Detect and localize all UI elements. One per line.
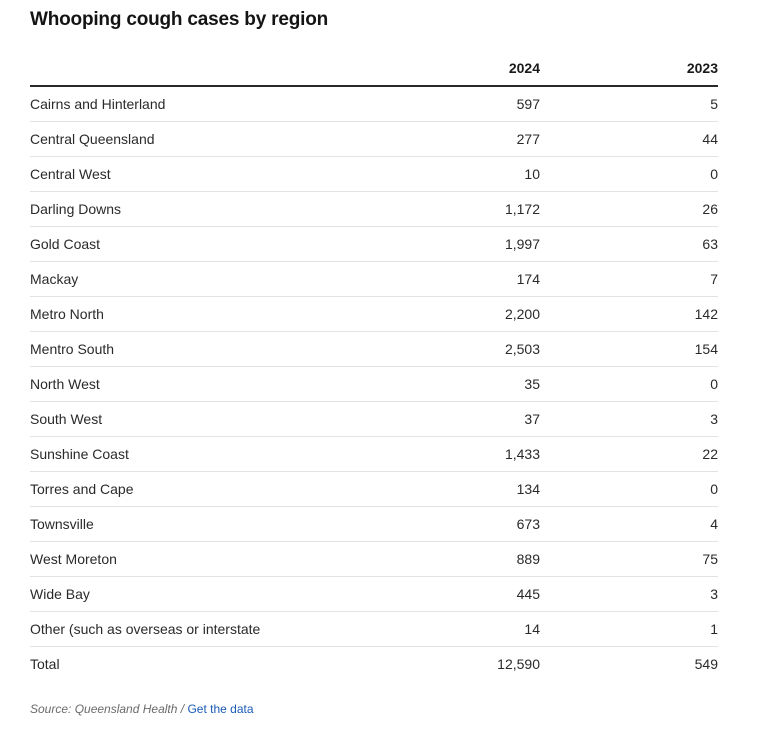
region-cell: Central Queensland <box>30 121 360 157</box>
value-2023-cell: 7 <box>540 261 718 297</box>
source-separator: / <box>177 702 188 716</box>
table-row: Darling Downs 1,172 26 <box>30 191 718 227</box>
get-the-data-link[interactable]: Get the data <box>187 702 254 716</box>
table-row: Townsville 673 4 <box>30 506 718 542</box>
table-row: Mackay 174 7 <box>30 261 718 297</box>
region-cell: Other (such as overseas or interstate <box>30 611 360 647</box>
table-row: Central Queensland 277 44 <box>30 121 718 157</box>
value-2024-cell: 277 <box>360 121 540 157</box>
value-2023-cell: 142 <box>540 296 718 332</box>
region-cell: Mackay <box>30 261 360 297</box>
value-2024-cell: 14 <box>360 611 540 647</box>
value-2024-cell: 174 <box>360 261 540 297</box>
value-2024-cell: 2,200 <box>360 296 540 332</box>
value-2024-cell: 10 <box>360 156 540 192</box>
value-2023-cell: 3 <box>540 576 718 612</box>
value-2023-cell: 4 <box>540 506 718 542</box>
column-header-region <box>30 51 360 87</box>
value-2024-cell: 35 <box>360 366 540 402</box>
region-cell: Metro North <box>30 296 360 332</box>
region-cell: South West <box>30 401 360 437</box>
value-2023-cell: 22 <box>540 436 718 472</box>
source-label: Source: Queensland Health <box>30 702 178 716</box>
table-header: 2024 2023 <box>30 51 718 87</box>
value-2023-cell: 1 <box>540 611 718 647</box>
value-2023-cell: 63 <box>540 226 718 262</box>
value-2024-cell: 2,503 <box>360 331 540 367</box>
region-cell: North West <box>30 366 360 402</box>
region-cell: Central West <box>30 156 360 192</box>
region-cell: Gold Coast <box>30 226 360 262</box>
value-2024-cell: 889 <box>360 541 540 577</box>
table-row: Metro North 2,200 142 <box>30 296 718 332</box>
value-2023-cell: 0 <box>540 366 718 402</box>
value-2024-cell: 1,997 <box>360 226 540 262</box>
header-row: 2024 2023 <box>30 51 718 87</box>
region-cell: Total <box>30 656 60 672</box>
region-cell: Mentro South <box>30 331 360 367</box>
value-2023-cell: 0 <box>540 156 718 192</box>
chart-title: Whooping cough cases by region <box>30 9 329 30</box>
value-2023-cell: 549 <box>694 656 718 672</box>
table-row: Cairns and Hinterland 597 5 <box>30 86 718 122</box>
table-row: Sunshine Coast 1,433 22 <box>30 436 718 472</box>
data-table: 2024 2023 Cairns and Hinterland 597 5 Centr… <box>30 51 718 681</box>
value-2024-cell: 134 <box>360 471 540 507</box>
table-row: Wide Bay 445 3 <box>30 576 718 612</box>
source-note: Source: Queensland Health / Get the data <box>30 702 254 716</box>
region-cell: Cairns and Hinterland <box>30 86 360 122</box>
value-2023-cell: 44 <box>540 121 718 157</box>
table-row: Torres and Cape 134 0 <box>30 471 718 507</box>
table-row: Other (such as overseas or interstate 14 1 <box>30 611 718 647</box>
value-2024-cell: 445 <box>360 576 540 612</box>
region-cell: Wide Bay <box>30 576 360 612</box>
total-row: Total 12,590 549 <box>30 647 718 682</box>
value-2024-cell: 1,172 <box>360 191 540 227</box>
value-2024-cell: 12,590 <box>497 656 540 672</box>
value-2023-cell: 26 <box>540 191 718 227</box>
value-2024-cell: 1,433 <box>360 436 540 472</box>
table-row: Mentro South 2,503 154 <box>30 331 718 367</box>
table-row: Gold Coast 1,997 63 <box>30 226 718 262</box>
table-row: South West 37 3 <box>30 401 718 437</box>
value-2023-cell: 3 <box>540 401 718 437</box>
column-header-2023: 2023 <box>540 51 718 87</box>
region-cell: Darling Downs <box>30 191 360 227</box>
value-2024-cell: 673 <box>360 506 540 542</box>
table-row: North West 35 0 <box>30 366 718 402</box>
value-2023-cell: 5 <box>540 86 718 122</box>
region-cell: Torres and Cape <box>30 471 360 507</box>
table-row: Central West 10 0 <box>30 156 718 192</box>
value-2023-cell: 75 <box>540 541 718 577</box>
region-cell: West Moreton <box>30 541 360 577</box>
value-2024-cell: 597 <box>360 86 540 122</box>
table-body: Cairns and Hinterland 597 5 Central Queensl… <box>30 86 718 681</box>
column-header-2024: 2024 <box>360 51 540 87</box>
table-row: West Moreton 889 75 <box>30 541 718 577</box>
value-2024-cell: 37 <box>360 401 540 437</box>
value-2023-cell: 0 <box>540 471 718 507</box>
region-cell: Sunshine Coast <box>30 436 360 472</box>
region-cell: Townsville <box>30 506 360 542</box>
value-2023-cell: 154 <box>540 331 718 367</box>
